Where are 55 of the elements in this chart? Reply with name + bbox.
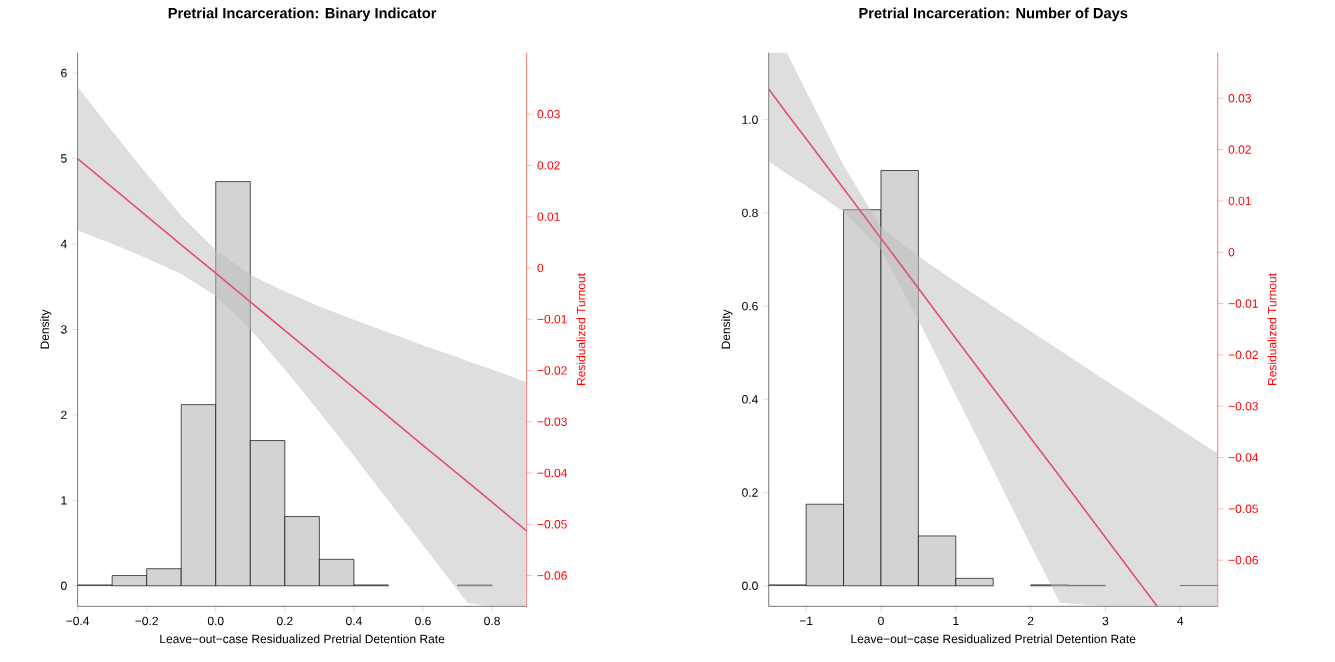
x-tick-label: 0	[878, 616, 884, 626]
y2-axis-title: Residualized Turnout	[576, 273, 586, 385]
x-tick-label: −0.2	[135, 616, 158, 626]
y-tick-label: 5	[61, 154, 67, 163]
y2-tick-label: 0.03	[537, 109, 560, 119]
x-axis-title: Leave−out−case Residualized Pretrial Detention Rate	[851, 634, 1136, 644]
y-tick-label: 0.2	[742, 488, 758, 497]
x-tick-label: 0.0	[207, 616, 224, 626]
chart-title: Pretrial Incarceration: Binary Indicator	[168, 7, 437, 22]
y2-tick-label: −0.06	[1228, 555, 1258, 565]
y-tick-label: 1	[61, 496, 67, 505]
y-axis-title: Density	[721, 309, 733, 349]
y2-tick-label: 0.03	[1228, 94, 1251, 103]
y2-tick-label: −0.06	[537, 571, 567, 580]
x-tick-label: 0.2	[276, 616, 293, 626]
y-tick-label: 6	[61, 68, 67, 78]
y2-tick-label: 0	[1228, 247, 1235, 257]
y2-tick-label: 0	[537, 263, 544, 273]
x-tick-label: 1	[953, 616, 959, 625]
x-tick-label: 3	[1102, 616, 1109, 626]
y2-tick-label: −0.03	[1228, 401, 1258, 411]
line-series	[768, 88, 1158, 607]
y-tick-label: 3	[60, 325, 67, 334]
y2-tick-label: 0.01	[1228, 196, 1251, 206]
x-tick-label: 0.6	[415, 616, 431, 626]
y2-tick-label: 0.02	[537, 161, 560, 170]
x-tick-label: 2	[1027, 616, 1034, 626]
x-tick-label: 4	[1177, 616, 1184, 625]
y2-tick-label: −0.05	[1228, 504, 1258, 514]
y-tick-label: 4	[60, 239, 67, 249]
y2-tick-label: −0.01	[537, 314, 567, 324]
y-axis-title: Density	[40, 309, 52, 349]
y-tick-label: 0	[60, 581, 67, 591]
y2-tick-label: −0.02	[537, 366, 567, 375]
x-tick-label: 0.8	[484, 616, 500, 626]
x-tick-label: 0.4	[346, 616, 362, 626]
y-tick-label: 0.6	[742, 301, 758, 311]
y2-tick-label: −0.03	[537, 417, 567, 426]
y2-tick-label: 0.02	[1228, 145, 1251, 154]
y-tick-label: 0.8	[742, 208, 758, 218]
y2-tick-label: −0.02	[1228, 350, 1258, 360]
y2-axis-title: Residualized Turnout	[1267, 273, 1277, 385]
y-tick-label: 0.4	[742, 395, 758, 404]
y2-tick-label: 0.01	[537, 212, 560, 221]
y-tick-label: 1.0	[742, 115, 758, 124]
y2-tick-label: −0.05	[537, 520, 567, 529]
y-tick-label: 0.0	[742, 581, 758, 591]
y-tick-label: 2	[61, 410, 67, 420]
chart-title: Pretrial Incarceration: Number of Days	[859, 7, 1128, 22]
y2-tick-label: −0.04	[1228, 453, 1259, 462]
x-axis-title: Leave−out−case Residualized Pretrial Detention Rate	[160, 634, 445, 644]
y2-tick-label: −0.04	[537, 468, 567, 478]
y2-tick-label: −0.01	[1228, 299, 1258, 308]
x-tick-label: −0.4	[66, 616, 90, 626]
x-tick-label: −1	[799, 616, 813, 625]
